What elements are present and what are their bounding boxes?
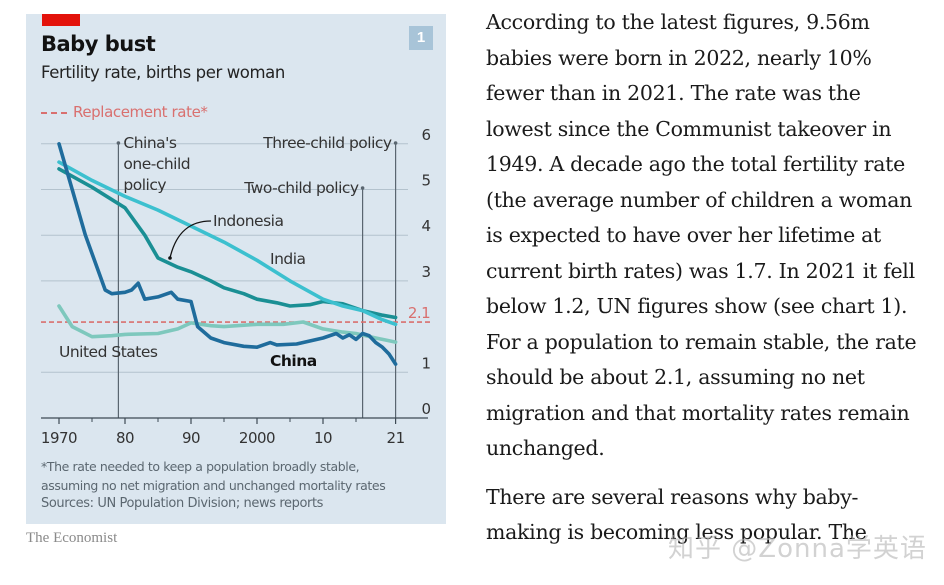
x-tick-label: 21 (387, 429, 405, 447)
policy-marker-dot (393, 141, 398, 145)
annotation-three-child-policy: Three-child policy (262, 134, 392, 152)
dashed-line-swatch (41, 111, 67, 114)
y-tick-label: 4 (421, 217, 430, 235)
chart-number-badge: 1 (409, 26, 433, 50)
policy-marker-dot (360, 186, 365, 190)
chart-subtitle: Fertility rate, births per woman (41, 63, 285, 82)
series-label-indonesia: Indonesia (213, 212, 283, 230)
economist-red-tag (42, 14, 80, 26)
series-line-india (57, 160, 398, 327)
series-line-china (57, 142, 398, 366)
article-paragraph: There are several reasons why baby-makin… (486, 484, 867, 545)
x-tick-label: 80 (116, 429, 134, 447)
article-paragraph: According to the latest figures, 9.56m b… (486, 10, 917, 460)
indonesia-leader-dot (168, 256, 172, 260)
footnote-line-2: assuming no net migration and unchanged … (41, 478, 386, 493)
policy-marker-dot (116, 141, 121, 145)
x-tick-label: 2000 (239, 429, 275, 447)
y-tick-label: 0 (421, 400, 430, 418)
chart-sources: Sources: UN Population Division; news re… (41, 496, 324, 511)
annotation-one-child-policy: one-child (123, 155, 190, 173)
series-label-india: India (270, 250, 306, 268)
footnote-line-1: *The rate needed to keep a population br… (41, 459, 360, 474)
legend-label: Replacement rate* (73, 103, 208, 121)
series-line-indonesia (57, 167, 398, 320)
y-tick-label: 5 (421, 172, 430, 190)
watermark: 知乎 @Zonna学英语 (668, 534, 927, 564)
series-line-united-states (57, 304, 398, 344)
x-tick-label: 10 (314, 429, 332, 447)
article-body: According to the latest figures, 9.56m b… (486, 5, 926, 564)
y-tick-label: 6 (421, 126, 430, 144)
x-tick-label: 1970 (41, 429, 77, 447)
y-tick-label: 1 (421, 354, 430, 372)
x-tick-label: 90 (182, 429, 200, 447)
economist-brand: The Economist (26, 530, 118, 546)
replacement-rate-label: 2.1 (408, 304, 430, 322)
chart-title: Baby bust (41, 32, 156, 56)
chart-footnote: *The rate needed to keep a population br… (41, 457, 386, 495)
series-label-china: China (270, 352, 317, 370)
annotation-one-child-policy: policy (123, 176, 166, 194)
legend-replacement-rate: Replacement rate* (41, 103, 208, 121)
y-tick-label: 3 (421, 263, 430, 281)
series-label-united-states: United States (59, 343, 158, 361)
annotation-one-child-policy: China's (123, 134, 177, 152)
annotation-two-child-policy: Two-child policy (243, 179, 359, 197)
indonesia-leader-line (169, 220, 212, 259)
